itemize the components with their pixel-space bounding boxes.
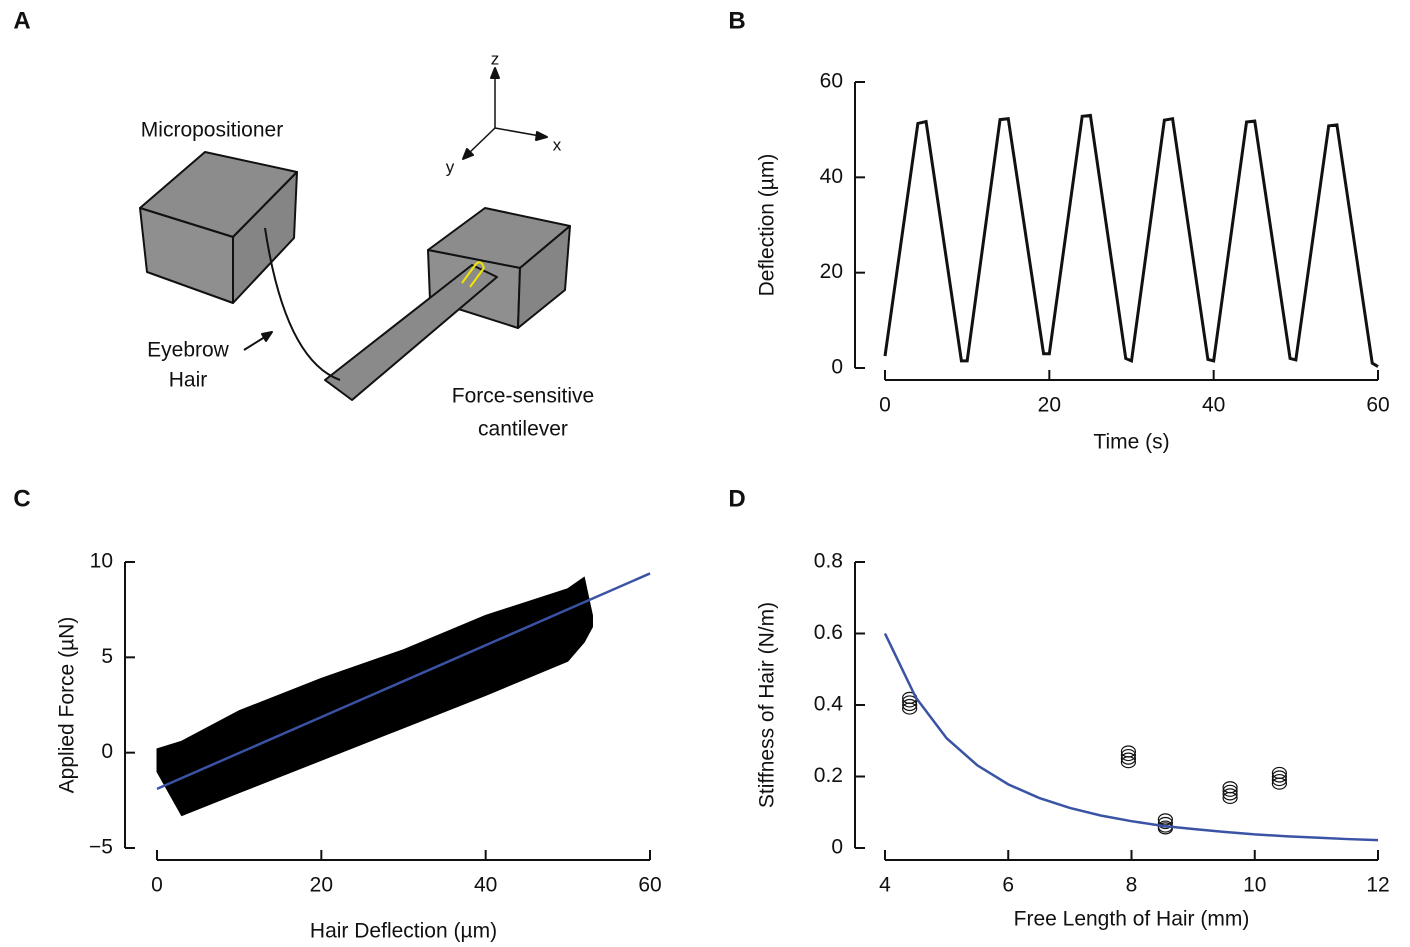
data-point: [902, 698, 918, 712]
arrow-head: [261, 331, 273, 342]
axis-y: [467, 127, 496, 155]
diagram-label: Micropositioner: [141, 119, 283, 142]
x-tick-label: 6: [1002, 874, 1014, 897]
y-tick-label: 5: [101, 645, 113, 668]
y-tick-label: 0.2: [814, 764, 843, 787]
panel-label: B: [728, 7, 745, 34]
data-band: [156, 576, 593, 817]
diagram-label: Hair: [169, 369, 208, 392]
panel-label: A: [13, 7, 30, 34]
y-tick-label: 40: [820, 165, 843, 188]
diagram-label: Eyebrow: [147, 339, 230, 362]
data-point: [1271, 766, 1288, 780]
x-tick-label: 0: [879, 394, 891, 417]
diagram-label: Force-sensitive: [452, 385, 594, 408]
diagram: [139, 67, 571, 401]
x-tick-label: 12: [1366, 874, 1389, 897]
y-tick-label: 10: [90, 550, 113, 573]
y-axis-label: Deflection (µm): [756, 154, 779, 297]
data-line: [883, 113, 1379, 368]
panel-label: D: [728, 485, 745, 512]
y-axis-label: Stiffness of Hair (N/m): [756, 602, 779, 808]
axis-x: [494, 127, 541, 137]
data-line: [883, 632, 1379, 842]
x-tick-label: 10: [1243, 874, 1266, 897]
data-point: [1120, 752, 1137, 765]
x-tick-label: 40: [1202, 394, 1225, 417]
x-tick-label: 60: [638, 874, 661, 897]
diagram-label: cantilever: [478, 418, 568, 441]
data-point: [1271, 773, 1288, 787]
y-axis-label: Applied Force (µN): [56, 617, 79, 794]
x-tick-label: 60: [1366, 394, 1389, 417]
arrow-head: [490, 67, 500, 79]
y-tick-label: −5: [89, 836, 113, 859]
data-point: [1120, 748, 1137, 762]
axis-letter: z: [491, 49, 500, 68]
data-point: [1271, 770, 1288, 783]
x-axis-label: Free Length of Hair (mm): [1014, 908, 1250, 931]
data-point: [1222, 784, 1238, 797]
x-tick-label: 20: [1038, 394, 1061, 417]
data-point: [1157, 816, 1173, 830]
y-tick-label: 0.8: [814, 550, 843, 573]
x-tick-label: 8: [1126, 874, 1138, 897]
axis-letter: x: [553, 135, 562, 154]
y-tick-label: 0.4: [814, 693, 844, 716]
y-tick-label: 0: [101, 740, 113, 763]
data-point: [1222, 781, 1238, 794]
data-point: [1222, 788, 1238, 801]
data-point: [902, 695, 918, 708]
cantilever: [324, 264, 498, 401]
x-tick-label: 4: [879, 874, 891, 897]
box-side: [517, 225, 571, 329]
arrow-head: [535, 131, 548, 141]
x-axis-label: Hair Deflection (µm): [310, 920, 497, 943]
hair: [264, 227, 341, 381]
x-tick-label: 0: [151, 874, 163, 897]
arrow-head: [462, 148, 474, 160]
x-tick-label: 40: [474, 874, 497, 897]
panel-label: C: [13, 485, 30, 512]
box-side: [232, 171, 298, 304]
y-tick-label: 0: [831, 836, 843, 859]
data-point: [1120, 745, 1137, 758]
x-axis-label: Time (s): [1093, 431, 1169, 454]
y-tick-label: 20: [820, 260, 843, 283]
y-tick-label: 0: [831, 356, 843, 379]
sensor: [461, 261, 485, 288]
axis-letter: y: [446, 157, 455, 176]
data-line: [156, 572, 651, 791]
x-tick-label: 20: [310, 874, 333, 897]
y-tick-label: 60: [820, 70, 843, 93]
y-tick-label: 0.6: [814, 621, 843, 644]
